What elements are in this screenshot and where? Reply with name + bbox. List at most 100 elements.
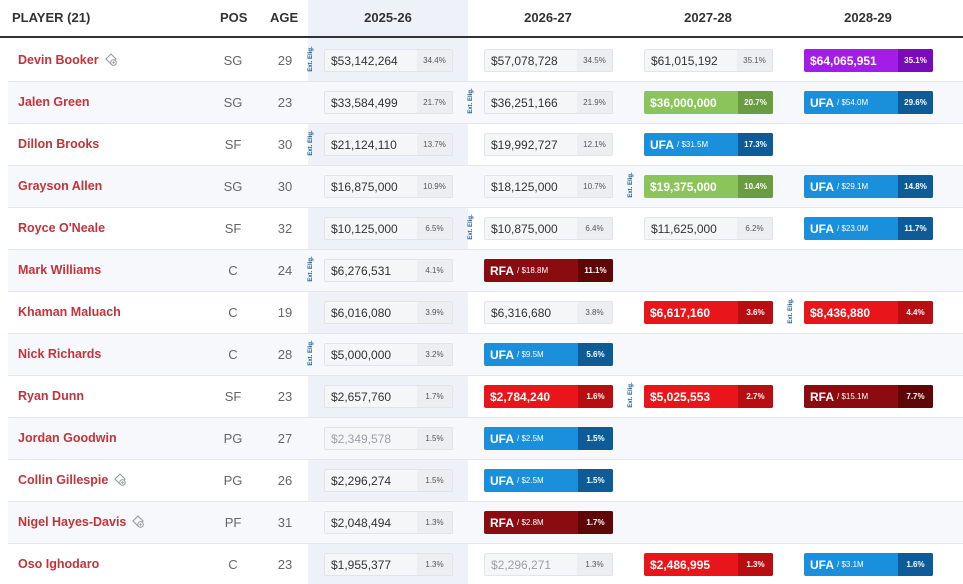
salary-cell-2027-28[interactable]: $6,617,160 3.6%: [644, 301, 773, 324]
salary-cell-2028-29[interactable]: UFA / $29.1M 14.8%: [804, 175, 933, 198]
salary-cell-2026-27[interactable]: RFA / $2.8M 1.7%: [484, 511, 613, 534]
salary-cell-2026-27[interactable]: $19,992,727 12.1%: [484, 133, 613, 156]
salary-cell-2027-28[interactable]: $5,025,553 2.7%: [644, 385, 773, 408]
player-name[interactable]: Ryan Dunn: [18, 389, 84, 403]
salary-cell-2028-29[interactable]: RFA / $15.1M 7.7%: [804, 385, 933, 408]
header-year-2028-29[interactable]: 2028-29: [844, 10, 892, 25]
salary-cell-2025-26[interactable]: $21,124,110 13.7%: [324, 133, 453, 156]
player-name-link[interactable]: Khaman Maluach: [18, 305, 121, 319]
header-age[interactable]: AGE: [270, 10, 299, 25]
player-name[interactable]: Oso Ighodaro: [18, 557, 100, 571]
salary-cell-2026-27[interactable]: UFA / $9.5M 5.6%: [484, 343, 613, 366]
player-name-link[interactable]: Jalen Green: [18, 95, 90, 109]
salary-cell-2026-27[interactable]: $18,125,000 10.7%: [484, 175, 613, 198]
salary-amount: $2,296,274: [331, 473, 392, 488]
player-name[interactable]: Devin Booker: [18, 53, 99, 67]
cap-hold-amount: / $3.1M: [837, 560, 864, 569]
player-name-link[interactable]: Mark Williams: [18, 263, 101, 277]
salary-cell-2026-27[interactable]: $57,078,728 34.5%: [484, 49, 613, 72]
salary-amount: $2,486,995: [650, 557, 711, 572]
player-name[interactable]: Nigel Hayes-Davis: [18, 515, 127, 529]
cap-percentage: 1.5%: [417, 428, 452, 449]
salary-cell-2025-26[interactable]: $6,016,080 3.9%: [324, 301, 453, 324]
player-name-link[interactable]: Oso Ighodaro: [18, 557, 99, 571]
extension-eligible-badge: Ext. Elig.: [306, 256, 315, 284]
salary-cell-2026-27[interactable]: $10,875,000 6.4%: [484, 217, 613, 240]
player-name[interactable]: Royce O'Neale: [18, 221, 106, 235]
player-name-link[interactable]: Ryan Dunn: [18, 389, 84, 403]
salary-cell-2026-27[interactable]: RFA / $18.8M 11.1%: [484, 259, 613, 282]
salary-amount: $6,276,531: [331, 263, 392, 278]
salary-cell-2028-29[interactable]: UFA / $3.1M 1.6%: [804, 553, 933, 576]
cap-percentage: 11.7%: [898, 217, 933, 240]
salary-cell-2025-26[interactable]: $10,125,000 6.5%: [324, 217, 453, 240]
player-name-link[interactable]: Royce O'Neale: [18, 221, 105, 235]
player-name-link[interactable]: Devin Booker: [18, 53, 118, 67]
player-name[interactable]: Grayson Allen: [18, 179, 103, 193]
salary-cell-2025-26[interactable]: $5,000,000 3.2%: [324, 343, 453, 366]
salary-cell-2027-28[interactable]: $2,486,995 1.3%: [644, 553, 773, 576]
salary-cell-2025-26[interactable]: $2,048,494 1.3%: [324, 511, 453, 534]
player-name-link[interactable]: Nigel Hayes-Davis: [18, 515, 145, 529]
salary-cell-2027-28[interactable]: $61,015,192 35.1%: [644, 49, 773, 72]
salary-amount: UFA / $3.1M: [804, 553, 898, 576]
header-year-2027-28[interactable]: 2027-28: [684, 10, 732, 25]
salary-cell-2026-27[interactable]: $6,316,680 3.8%: [484, 301, 613, 324]
player-name[interactable]: Mark Williams: [18, 263, 102, 277]
salary-cell-2027-28[interactable]: $11,625,000 6.2%: [644, 217, 773, 240]
salary-amount: UFA / $2.5M: [484, 427, 578, 450]
salary-cell-2028-29[interactable]: UFA / $54.0M 29.6%: [804, 91, 933, 114]
salary-cell-2025-26[interactable]: $2,296,274 1.5%: [324, 469, 453, 492]
player-name-link[interactable]: Nick Richards: [18, 347, 101, 361]
salary-cell-2025-26[interactable]: $6,276,531 4.1%: [324, 259, 453, 282]
cap-hold-amount: / $2.5M: [517, 434, 544, 443]
salary-amount: $2,048,494: [331, 515, 392, 530]
salary-cell-2028-29[interactable]: $8,436,880 4.4%: [804, 301, 933, 324]
player-name[interactable]: Khaman Maluach: [18, 305, 121, 319]
salary-amount: $5,000,000: [331, 347, 392, 362]
extension-eligible-label: Ext. Elig.: [468, 214, 474, 240]
extension-eligible-badge: Ext. Elig.: [306, 340, 315, 368]
player-name[interactable]: Nick Richards: [18, 347, 102, 361]
salary-amount: UFA / $54.0M: [804, 91, 898, 114]
salary-cell-2026-27[interactable]: UFA / $2.5M 1.5%: [484, 469, 613, 492]
salary-cell-2026-27[interactable]: $2,784,240 1.6%: [484, 385, 613, 408]
salary-cell-2025-26[interactable]: $33,584,499 21.7%: [324, 91, 453, 114]
cap-percentage: 7.7%: [898, 385, 933, 408]
cap-percentage: 21.9%: [577, 92, 612, 113]
salary-cell-2027-28[interactable]: $19,375,000 10.4%: [644, 175, 773, 198]
header-year-2025-26[interactable]: 2025-26: [364, 10, 412, 25]
salary-cell-2025-26[interactable]: $16,875,000 10.9%: [324, 175, 453, 198]
salary-cell-2028-29[interactable]: $64,065,951 35.1%: [804, 49, 933, 72]
player-name-link[interactable]: Jordan Goodwin: [18, 431, 117, 445]
player-name[interactable]: Dillon Brooks: [18, 137, 100, 151]
salary-cell-2027-28[interactable]: $36,000,000 20.7%: [644, 91, 773, 114]
salary-cell-2025-26[interactable]: $1,955,377 1.3%: [324, 553, 453, 576]
salary-cell-2026-27[interactable]: $2,296,271 1.3%: [484, 553, 613, 576]
cap-hold-amount: / $29.1M: [837, 182, 869, 191]
header-player[interactable]: PLAYER (21): [12, 10, 91, 25]
salary-cell-2025-26[interactable]: $53,142,264 34.4%: [324, 49, 453, 72]
player-name[interactable]: Jordan Goodwin: [18, 431, 117, 445]
salary-amount: $19,375,000: [650, 179, 717, 194]
salary-cell-2026-27[interactable]: UFA / $2.5M 1.5%: [484, 427, 613, 450]
player-name-link[interactable]: Dillon Brooks: [18, 137, 99, 151]
player-name-link[interactable]: Grayson Allen: [18, 179, 102, 193]
player-position: C: [228, 305, 238, 320]
salary-amount: RFA / $2.8M: [484, 511, 578, 534]
salary-cell-2027-28[interactable]: UFA / $31.5M 17.3%: [644, 133, 773, 156]
header-year-2026-27[interactable]: 2026-27: [524, 10, 572, 25]
salary-amount: $6,016,080: [331, 305, 392, 320]
salary-cell-2025-26[interactable]: $2,349,578 1.5%: [324, 427, 453, 450]
player-name-link[interactable]: Collin Gillespie: [18, 473, 127, 487]
salary-amount: UFA / $9.5M: [484, 343, 578, 366]
player-name[interactable]: Jalen Green: [18, 95, 90, 109]
salary-cell-2026-27[interactable]: $36,251,166 21.9%: [484, 91, 613, 114]
cap-percentage: 29.6%: [898, 91, 933, 114]
player-name[interactable]: Collin Gillespie: [18, 473, 109, 487]
salary-cell-2028-29[interactable]: UFA / $23.0M 11.7%: [804, 217, 933, 240]
cap-percentage: 1.3%: [417, 512, 452, 533]
header-pos[interactable]: POS: [220, 10, 248, 25]
extension-eligible-label: Ext. Elig.: [308, 256, 314, 282]
salary-cell-2025-26[interactable]: $2,657,760 1.7%: [324, 385, 453, 408]
